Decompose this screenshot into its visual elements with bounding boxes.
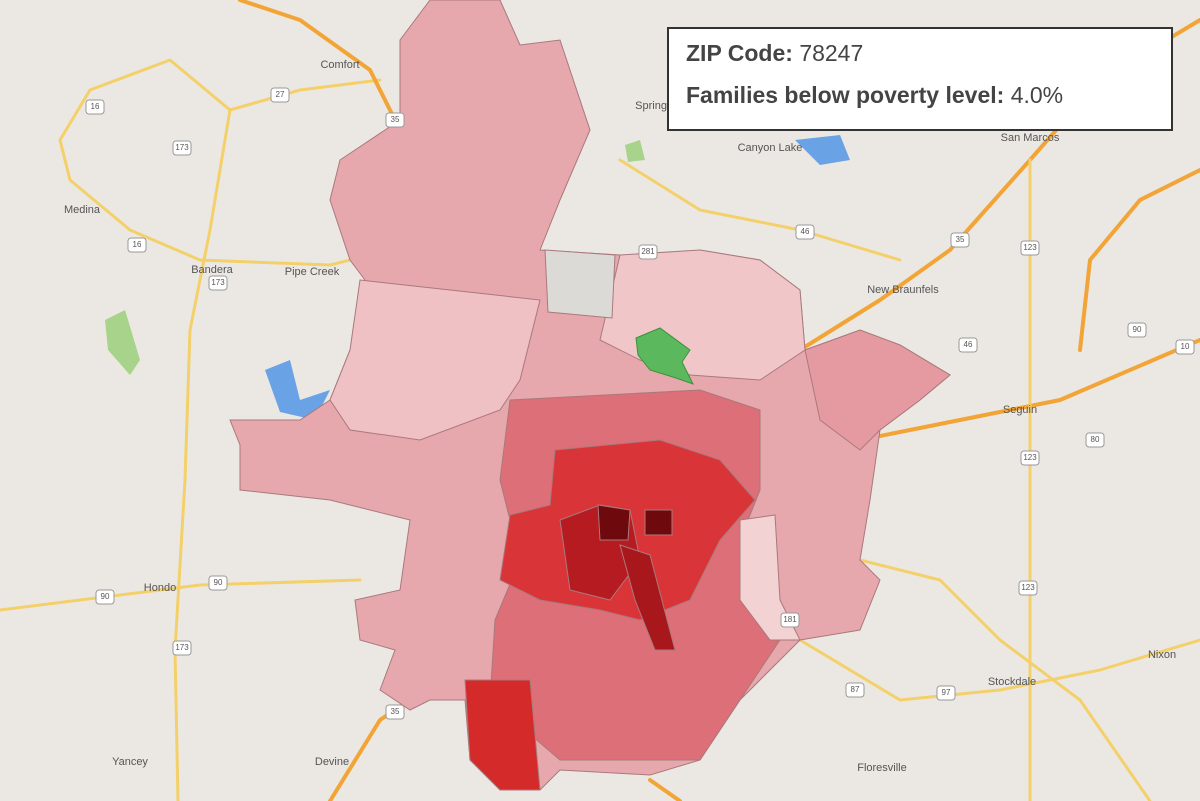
road-shields: 16 173 27 16 173 173 90 90 35 35 281 46 35 123 90 46 123… [85,87,1195,720]
road-shield [845,682,865,698]
place-label: Floresville [857,762,907,774]
place-label: Devine [315,756,349,768]
tooltip: ZIP Code: 78247 Families below poverty l… [667,27,1173,131]
place-label: Comfort [320,59,359,71]
road-shield [1127,322,1147,338]
poverty-value: 4.0% [1011,82,1063,108]
place-label: Medina [64,204,101,216]
water [105,135,850,420]
road-shield-label: 10 [1181,342,1190,351]
poverty-line: Families below poverty level: 4.0% [686,82,1063,108]
road-shield [385,112,405,128]
place-label: Yancey [112,756,148,768]
road-shield-label: 173 [211,278,225,287]
road-shield-label: 90 [1133,325,1142,334]
road-shield [1020,240,1040,256]
road-shield-label: 123 [1021,583,1035,592]
road-shield-label: 123 [1023,243,1037,252]
place-label: Stockdale [988,676,1036,688]
road-shield [85,99,105,115]
road-shield [172,140,192,156]
road-shield-label: 35 [391,115,400,124]
zip-label: ZIP Code: [686,40,793,66]
place-label: New Braunfels [867,284,939,296]
road-shield [127,237,147,253]
road-shield-label: 123 [1023,453,1037,462]
place-label: Hondo [144,582,176,594]
road-shield [385,704,405,720]
zip-line: ZIP Code: 78247 [686,40,863,66]
road-shield-label: 80 [1091,435,1100,444]
road-shield-label: 181 [783,615,797,624]
road-shield [1175,339,1195,355]
road-shield-label: 46 [801,227,810,236]
road-shield [780,612,800,628]
tooltip-box [667,27,1173,131]
place-label: Canyon Lake [738,142,803,154]
poverty-label: Families below poverty level: [686,82,1004,108]
road-shield [95,589,115,605]
road-shield-label: 35 [391,707,400,716]
place-labels: Comfort Medina Bandera Pipe Creek Hondo Yance… [64,59,1176,774]
place-label: Bandera [191,264,233,276]
road-shield-label: 97 [942,688,951,697]
road-shield-label: 173 [175,143,189,152]
road-shield-label: 16 [133,240,142,249]
road-shield [1018,580,1038,596]
road-shield-label: 90 [214,578,223,587]
road-shield-label: 16 [91,102,100,111]
road-shield [638,244,658,260]
road-shield-label: 281 [641,247,655,256]
place-label: Seguin [1003,404,1037,416]
road-shield-label: 90 [101,592,110,601]
road-shield-label: 27 [276,90,285,99]
road-shield-label: 173 [175,643,189,652]
road-shield-label: 87 [851,685,860,694]
road-shield [795,224,815,240]
zip-regions [229,0,951,791]
road-shield-label: 35 [956,235,965,244]
place-label: San Marcos [1001,132,1060,144]
road-shield [936,685,956,701]
road-shield [950,232,970,248]
place-label: Nixon [1148,649,1176,661]
zip-value: 78247 [799,40,863,66]
road-shield [172,640,192,656]
road-shield [208,275,228,291]
road-shield-label: 46 [964,340,973,349]
road-shield [270,87,290,103]
road-shield [1020,450,1040,466]
road-shield [1085,432,1105,448]
place-label: Pipe Creek [285,266,340,278]
road-shield [958,337,978,353]
road-shield [208,575,228,591]
